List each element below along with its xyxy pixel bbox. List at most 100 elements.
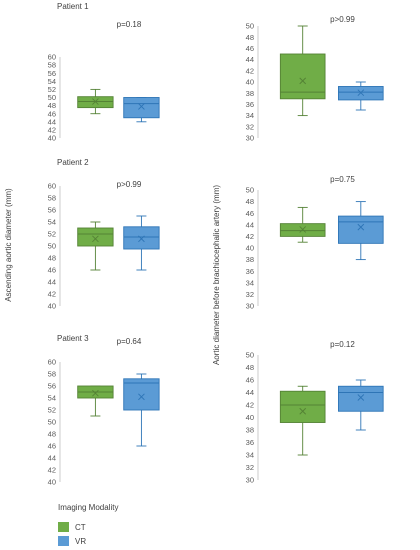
box-ct xyxy=(279,25,326,117)
box-vr xyxy=(338,201,384,261)
y-tick-label: 34 xyxy=(246,111,254,120)
legend-label-ct: CT xyxy=(75,522,86,532)
mean-marker xyxy=(138,103,145,110)
iqr-box xyxy=(279,390,326,423)
mean-marker xyxy=(92,389,99,397)
panel-title: Patient 3 xyxy=(57,334,89,343)
mean-marker xyxy=(299,77,307,85)
mean-marker xyxy=(357,394,365,401)
mean-marker xyxy=(299,226,307,233)
y-tick-label: 44 xyxy=(246,55,254,64)
left-axis-label: Ascending aortic diameter (mm) xyxy=(4,188,13,302)
y-tick-label: 46 xyxy=(48,442,56,451)
y-tick-label: 50 xyxy=(48,418,56,427)
y-tick-label: 42 xyxy=(246,232,254,241)
panel-title: Patient 2 xyxy=(57,158,89,167)
p-value-label: p=0.12 xyxy=(330,340,355,349)
y-tick-label: 50 xyxy=(246,186,254,195)
box-vr xyxy=(123,97,160,123)
mean-marker xyxy=(299,407,307,415)
mean-marker xyxy=(92,98,99,105)
box-ct xyxy=(77,88,114,115)
y-tick-label: 40 xyxy=(48,134,56,143)
y-tick-label: 30 xyxy=(246,302,254,311)
legend-label-vr: VR xyxy=(75,536,87,546)
legend-swatch-vr xyxy=(58,536,69,546)
y-tick-label: 52 xyxy=(48,230,56,239)
box-ct xyxy=(77,385,114,417)
y-tick-label: 44 xyxy=(246,388,254,397)
panel-5: 40 42 44 46 48 50 52 54 56 58 60 Patient 3 p=0.64 xyxy=(48,334,160,487)
legend-swatch-ct xyxy=(58,522,69,532)
panel-6: 30 32 34 36 38 40 42 44 46 48 50 p=0.12 xyxy=(246,340,384,485)
y-tick-label: 60 xyxy=(48,53,56,62)
y-tick-label: 54 xyxy=(48,77,56,86)
right-axis-label: Aortic diameter before brachiocephalic a… xyxy=(212,185,221,365)
y-tick-label: 60 xyxy=(48,358,56,367)
legend-item-vr: VR xyxy=(58,536,86,546)
iqr-box xyxy=(123,97,160,119)
iqr-box xyxy=(123,226,160,250)
panel-4: 30 32 34 36 38 40 42 44 46 48 50 p=0.75 xyxy=(246,175,384,311)
y-tick-label: 42 xyxy=(246,66,254,75)
iqr-box xyxy=(279,53,326,100)
y-tick-label: 44 xyxy=(48,278,56,287)
y-tick-label: 46 xyxy=(48,109,56,118)
y-tick-label: 34 xyxy=(246,451,254,460)
y-tick-label: 54 xyxy=(48,394,56,403)
y-tick-label: 30 xyxy=(246,134,254,143)
y-tick-label: 48 xyxy=(246,33,254,42)
y-tick-label: 52 xyxy=(48,406,56,415)
y-tick-label: 46 xyxy=(246,44,254,53)
legend-title: Imaging Modality xyxy=(58,503,119,512)
p-value-label: p>0.99 xyxy=(330,15,355,24)
legend-item-ct: CT xyxy=(58,522,86,532)
y-tick-label: 54 xyxy=(48,218,56,227)
y-tick-label: 36 xyxy=(246,438,254,447)
y-tick-label: 34 xyxy=(246,278,254,287)
y-tick-label: 46 xyxy=(48,266,56,275)
y-tick-label: 42 xyxy=(48,290,56,299)
y-tick-label: 58 xyxy=(48,61,56,70)
y-tick-label: 38 xyxy=(246,426,254,435)
y-tick-label: 56 xyxy=(48,69,56,78)
y-tick-label: 58 xyxy=(48,194,56,203)
p-value-label: p=0.75 xyxy=(330,175,355,184)
y-tick-label: 48 xyxy=(48,254,56,263)
y-tick-label: 44 xyxy=(48,454,56,463)
y-tick-label: 44 xyxy=(48,117,56,126)
y-tick-label: 42 xyxy=(246,401,254,410)
box-ct xyxy=(279,206,326,243)
y-tick-label: 36 xyxy=(246,267,254,276)
mean-marker xyxy=(92,235,99,243)
y-tick-label: 60 xyxy=(48,182,56,191)
y-tick-label: 48 xyxy=(246,363,254,372)
y-tick-label: 50 xyxy=(246,351,254,360)
y-tick-label: 46 xyxy=(246,376,254,385)
box-vr xyxy=(338,81,384,111)
y-tick-label: 48 xyxy=(48,101,56,110)
y-tick-label: 50 xyxy=(48,242,56,251)
y-tick-label: 42 xyxy=(48,126,56,135)
y-tick-label: 50 xyxy=(48,93,56,102)
y-tick-label: 56 xyxy=(48,206,56,215)
iqr-box xyxy=(123,378,160,411)
y-tick-label: 52 xyxy=(48,85,56,94)
panel-2: 30 32 34 36 38 40 42 44 46 48 50 p>0.99 xyxy=(246,15,384,143)
mean-marker xyxy=(357,89,365,96)
iqr-box xyxy=(338,215,384,244)
y-tick-label: 44 xyxy=(246,220,254,229)
box-ct xyxy=(77,221,114,271)
y-tick-label: 38 xyxy=(246,255,254,264)
y-tick-label: 32 xyxy=(246,122,254,131)
y-tick-label: 30 xyxy=(246,476,254,485)
p-value-label: p=0.18 xyxy=(117,20,142,29)
y-tick-label: 48 xyxy=(48,430,56,439)
panel-3: 40 42 44 46 48 50 52 54 56 58 60 Patient 2 p>0.99 xyxy=(48,158,160,311)
y-tick-label: 40 xyxy=(246,244,254,253)
y-tick-label: 36 xyxy=(246,100,254,109)
p-value-label: p=0.64 xyxy=(117,337,142,346)
y-tick-label: 40 xyxy=(246,413,254,422)
y-tick-label: 50 xyxy=(246,22,254,31)
